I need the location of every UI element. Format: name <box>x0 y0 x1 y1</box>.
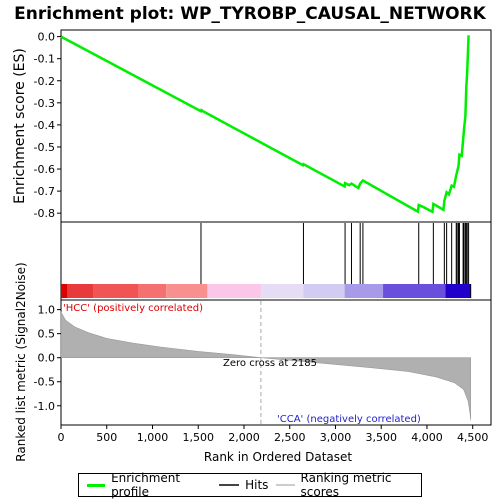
x-axis-label: Rank in Ordered Dataset <box>204 450 352 464</box>
legend-swatch <box>219 484 240 486</box>
es-y-tick-label: -0.5 <box>34 141 55 154</box>
x-tick-label: 3,000 <box>320 431 352 444</box>
colorbar-segment <box>445 284 471 298</box>
metric-y-tick-label: 0.5 <box>38 328 56 341</box>
hits-markers <box>200 223 470 284</box>
rank-x-axis: 0 500 1,000 1,500 2,000 2,500 3,000 3,500 4,000 4… <box>58 425 489 444</box>
es-y-axis-label: Enrichment score (ES) <box>12 48 28 204</box>
colorbar-segment <box>260 284 304 298</box>
es-y-tick-label: -0.2 <box>34 75 55 88</box>
legend-swatch <box>276 484 295 486</box>
ranking-metric-area <box>60 310 471 421</box>
es-y-tick-label: -0.8 <box>34 207 55 220</box>
rank-colorbar <box>61 284 472 298</box>
x-tick-label: 2,500 <box>274 431 306 444</box>
metric-panel-frame <box>60 299 492 426</box>
x-tick-label: 1,000 <box>137 431 169 444</box>
x-tick-label: 1,500 <box>182 431 214 444</box>
x-tick-label: 500 <box>96 431 117 444</box>
es-y-tick-label: -0.7 <box>34 185 55 198</box>
colorbar-segment <box>138 284 167 298</box>
metric-y-tick-label: -0.5 <box>34 376 55 389</box>
legend-swatch <box>87 483 106 487</box>
legend-item-enrichment-profile: Enrichment profile <box>87 471 211 499</box>
es-panel-frame <box>60 29 492 223</box>
colorbar-segment <box>67 284 94 298</box>
es-y-tick-label: -0.1 <box>34 53 55 66</box>
x-tick-label: 0 <box>58 431 65 444</box>
es-y-tick-label: -0.4 <box>34 119 55 132</box>
hcc-annotation: 'HCC' (positively correlated) <box>63 303 203 314</box>
colorbar-segment <box>166 284 208 298</box>
colorbar-segment <box>344 284 384 298</box>
es-y-tick-label: -0.3 <box>34 97 55 110</box>
metric-y-axis: 1.0 0.5 0.0 -0.5 -1.0 <box>34 304 61 413</box>
es-y-tick-label: 0.0 <box>38 31 56 44</box>
legend-item-ranking-metric: Ranking metric scores <box>276 471 421 499</box>
colorbar-segment <box>93 284 139 298</box>
enrichment-profile <box>60 35 470 214</box>
colorbar-segment <box>383 284 446 298</box>
ranking-metric <box>60 301 471 424</box>
legend: Enrichment profile Hits Ranking metric s… <box>78 471 422 499</box>
enrichment-profile-line <box>60 35 470 214</box>
metric-y-tick-label: 1.0 <box>38 304 56 317</box>
x-tick-label: 4,500 <box>457 431 489 444</box>
colorbar-segment <box>303 284 345 298</box>
colorbar-segment <box>207 284 261 298</box>
x-tick-label: 3,500 <box>365 431 397 444</box>
metric-y-tick-label: 0.0 <box>38 352 56 365</box>
zero-cross-annotation: Zero cross at 2185 <box>223 358 317 369</box>
metric-y-axis-label: Ranked list metric (Signal2Noise) <box>14 262 28 461</box>
x-tick-label: 2,000 <box>228 431 260 444</box>
colorbar-segment <box>61 284 68 298</box>
metric-y-tick-label: -1.0 <box>34 400 55 413</box>
es-y-tick-label: -0.6 <box>34 163 55 176</box>
chart-title: Enrichment plot: WP_TYROBP_CAUSAL_NETWOR… <box>14 4 486 24</box>
legend-item-hits: Hits <box>219 478 268 492</box>
x-tick-label: 4,000 <box>411 431 443 444</box>
cca-annotation: 'CCA' (negatively correlated) <box>277 414 421 425</box>
es-y-axis: 0.0 -0.1 -0.2 -0.3 -0.4 -0.5 -0.6 -0.7 -0.8 <box>34 31 61 220</box>
